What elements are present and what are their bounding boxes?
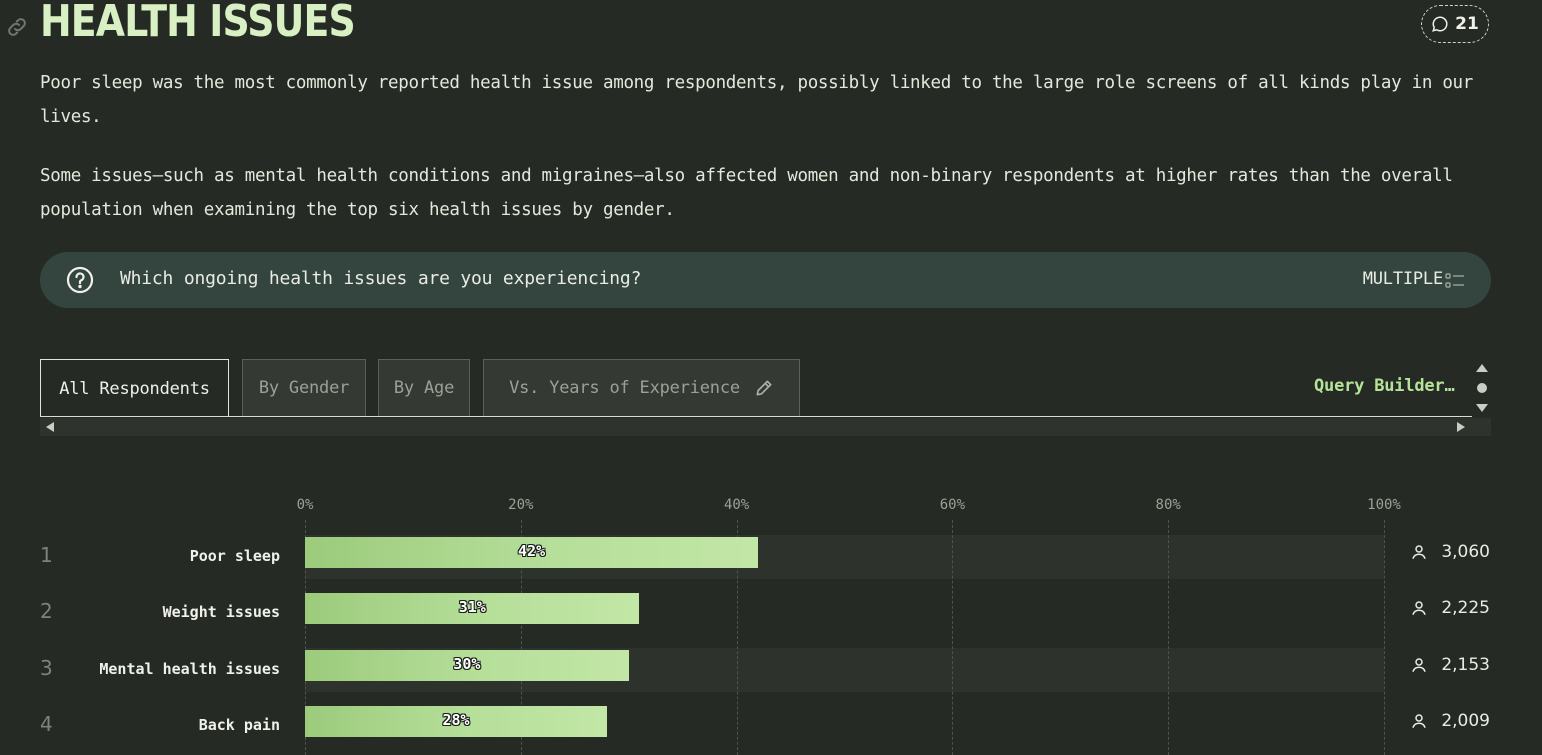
rank-number: 3 <box>40 655 53 680</box>
intro-paragraph-1: Poor sleep was the most commonly reporte… <box>40 73 1474 127</box>
query-builder-link[interactable]: Query Builder… <box>1314 376 1455 396</box>
tab-label: Vs. Years of Experience <box>509 378 740 398</box>
x-tick-label: 100% <box>1367 497 1401 513</box>
question-bar: Which ongoing health issues are you expe… <box>40 252 1491 308</box>
scroll-down-icon <box>1476 404 1488 412</box>
tab-years-of-experience[interactable]: Vs. Years of Experience <box>483 359 800 416</box>
person-icon <box>1412 601 1426 616</box>
tab-divider <box>40 416 1472 417</box>
question-icon <box>66 266 94 294</box>
respondent-count: 2,009 <box>1441 710 1490 731</box>
bar-value-label: 30% <box>453 654 481 673</box>
gridline <box>1168 520 1170 755</box>
category-label: Mental health issues <box>99 659 280 678</box>
respondent-count: 2,153 <box>1441 654 1490 675</box>
rank-number: 1 <box>40 543 53 567</box>
x-tick-label: 20% <box>508 497 534 513</box>
gridline <box>520 520 522 755</box>
link-icon[interactable] <box>5 15 29 39</box>
category-label: Back pain <box>198 715 280 734</box>
scroll-up-icon <box>1476 364 1488 372</box>
person-icon <box>1412 657 1426 672</box>
tab-by-age[interactable]: By Age <box>378 359 470 416</box>
respondent-count: 2,225 <box>1441 598 1490 619</box>
page-title: HEALTH ISSUES <box>40 0 356 47</box>
bar[interactable] <box>305 537 759 568</box>
bar[interactable] <box>305 593 640 625</box>
gridline <box>736 520 738 755</box>
x-tick-label: 40% <box>723 497 750 513</box>
person-icon <box>1412 714 1426 728</box>
gridline <box>1384 520 1385 755</box>
horizontal-scrollbar[interactable] <box>40 418 1491 436</box>
comment-count: 21 <box>1455 14 1479 34</box>
scroll-right-icon[interactable] <box>1455 421 1467 433</box>
scroll-left-icon[interactable] <box>44 421 56 433</box>
tab-label: By Gender <box>258 378 350 398</box>
comment-icon <box>1432 16 1448 32</box>
bar-value-label: 42% <box>518 542 546 560</box>
x-tick-label: 60% <box>939 497 966 513</box>
multiple-choice-icon <box>1445 273 1464 288</box>
tab-label: All Respondents <box>59 378 210 399</box>
tab-label: By Age <box>393 378 455 398</box>
bar[interactable] <box>305 705 608 737</box>
x-tick-label: 0% <box>296 497 314 513</box>
question-text: Which ongoing health issues are you expe… <box>120 268 642 289</box>
intro-paragraph-2: Some issues—such as mental health condit… <box>40 166 1453 220</box>
comments-button[interactable]: 21 <box>1421 5 1489 43</box>
category-label: Poor sleep <box>189 547 280 565</box>
question-type: MULTIPLE <box>1362 269 1443 289</box>
pencil-icon[interactable] <box>754 378 774 398</box>
gridline <box>952 520 954 755</box>
tab-by-gender[interactable]: By Gender <box>242 359 366 416</box>
bar-value-label: 31% <box>458 598 486 617</box>
person-icon <box>1412 545 1426 559</box>
x-tick-label: 80% <box>1155 497 1181 513</box>
rank-number: 4 <box>40 711 53 736</box>
bar-value-label: 28% <box>442 710 470 729</box>
tab-all-respondents[interactable]: All Respondents <box>40 359 229 417</box>
respondent-count: 3,060 <box>1441 542 1490 562</box>
health-issues-chart: 0% 20% 40% 60% 80% 100% 1 Poor sleep 42% 3,060 2 We… <box>0 490 1542 755</box>
vertical-scrollbar[interactable] <box>1474 362 1490 414</box>
gridline <box>305 520 306 755</box>
bar[interactable] <box>305 649 629 681</box>
category-label: Weight issues <box>162 603 280 622</box>
rank-number: 2 <box>40 599 53 624</box>
scroll-thumb <box>1477 383 1487 393</box>
